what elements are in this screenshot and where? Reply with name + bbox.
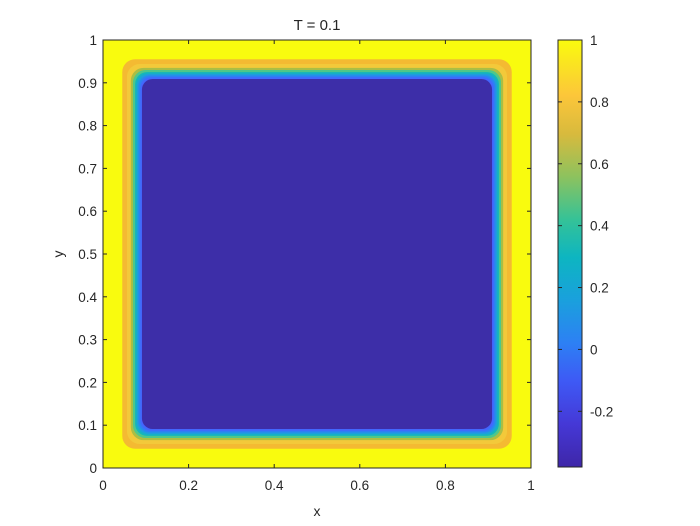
y-axis-label: y xyxy=(50,251,66,258)
colorbar-tick-label: 0.4 xyxy=(590,219,609,234)
x-axis: 0 0.2 0.4 0.6 0.8 1 xyxy=(99,40,535,493)
colorbar-tick-label: 0.8 xyxy=(590,95,609,110)
x-tick-label: 0 xyxy=(99,478,107,493)
contour-band-9 xyxy=(141,78,493,430)
y-tick-label: 0.7 xyxy=(78,161,97,176)
y-tick-label: 0.6 xyxy=(78,204,97,219)
x-tick-label: 1 xyxy=(527,478,535,493)
x-tick-label: 0.6 xyxy=(350,478,369,493)
colorbar-tick-label: -0.2 xyxy=(590,404,613,419)
chart-title: T = 0.1 xyxy=(294,17,341,34)
y-tick-label: 0.2 xyxy=(78,375,97,390)
x-tick-label: 0.4 xyxy=(265,478,284,493)
y-axis: 0 0.1 0.2 0.3 0.4 0.5 0.6 0.7 0.8 0.9 1 xyxy=(78,33,531,476)
y-tick-label: 0.4 xyxy=(78,290,97,305)
colorbar-tick-label: 0.2 xyxy=(590,281,609,296)
y-tick-label: 0.8 xyxy=(78,119,97,134)
y-tick-label: 0.1 xyxy=(78,418,97,433)
colorbar-gradient xyxy=(557,39,583,468)
colorbar: -0.2 0 0.2 0.4 0.6 0.8 1 xyxy=(557,33,613,468)
y-tick-label: 0 xyxy=(89,461,97,476)
x-tick-label: 0.8 xyxy=(436,478,455,493)
colorbar-tick-label: 0.6 xyxy=(590,157,609,172)
colorbar-tick-label: 1 xyxy=(590,33,598,48)
plot-area xyxy=(102,39,532,469)
colorbar-tick-label: 0 xyxy=(590,342,598,357)
x-tick-label: 0.2 xyxy=(179,478,198,493)
y-tick-label: 0.9 xyxy=(78,76,97,91)
x-axis-label: x xyxy=(314,503,321,519)
y-tick-label: 0.5 xyxy=(78,247,97,262)
y-tick-label: 1 xyxy=(89,33,97,48)
y-tick-label: 0.3 xyxy=(78,333,97,348)
